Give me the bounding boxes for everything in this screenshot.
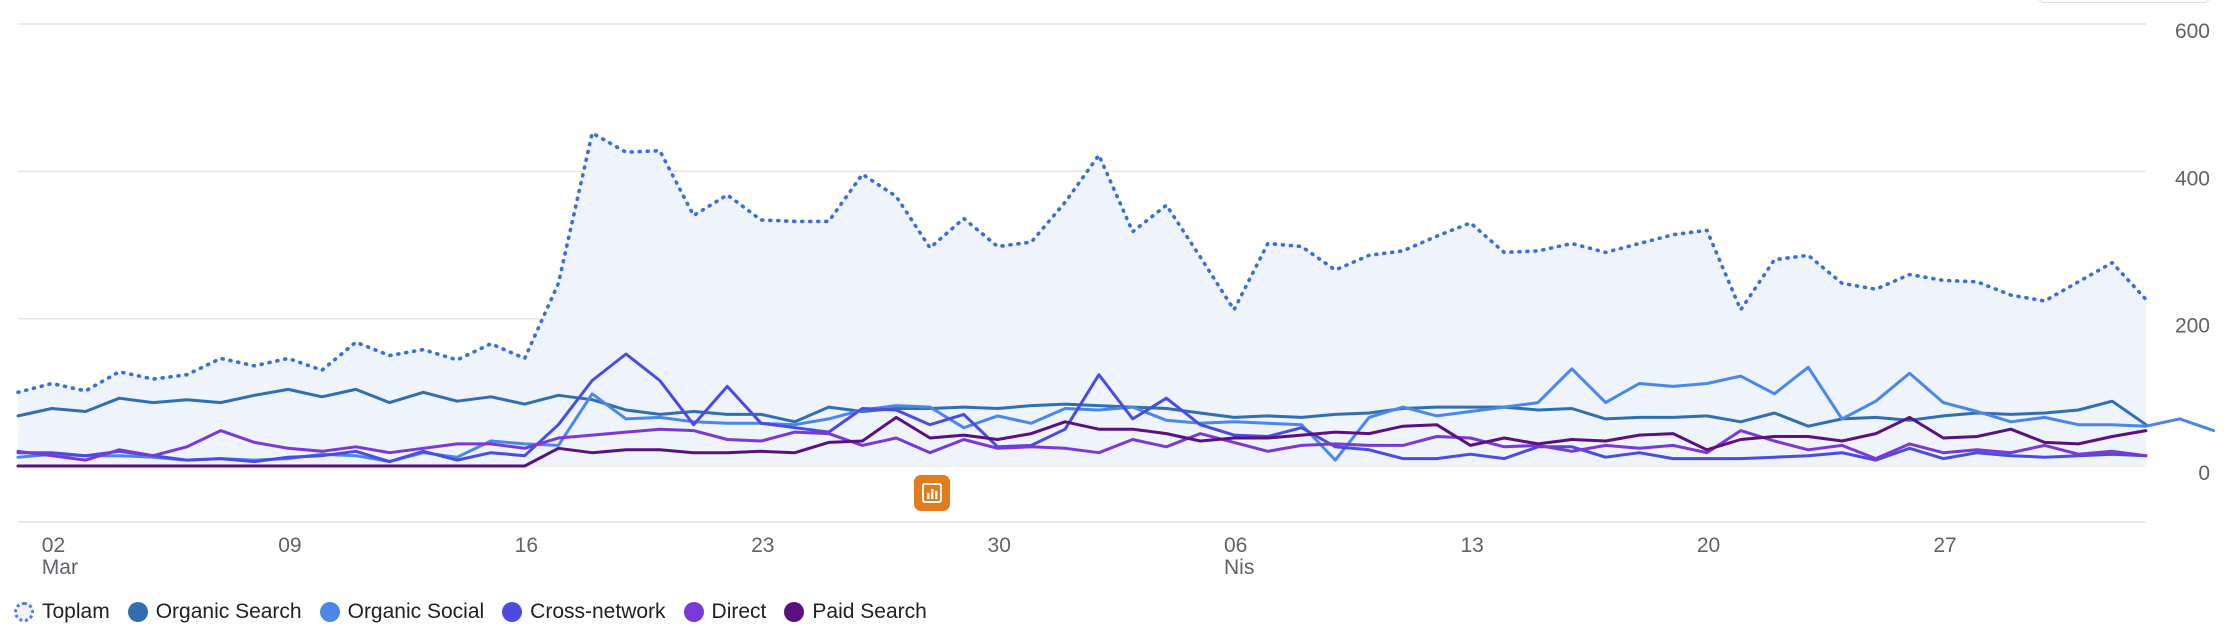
x-tick-label: 09 bbox=[278, 534, 301, 557]
series-line-cross-network bbox=[16, 352, 2148, 464]
legend-label: Toplam bbox=[42, 600, 110, 623]
x-tick-sublabel: Nis bbox=[1224, 556, 1254, 579]
series-line-direct bbox=[16, 427, 2148, 462]
y-tick-label: 400 bbox=[2175, 167, 2210, 190]
x-tick-label: 06 bbox=[1224, 534, 1247, 557]
series-line-toplam bbox=[16, 131, 2148, 395]
x-tick-label: 02 bbox=[42, 534, 65, 557]
x-tick-label: 30 bbox=[988, 534, 1011, 557]
legend-label: Organic Search bbox=[155, 600, 302, 623]
legend-swatch-icon bbox=[319, 602, 340, 622]
series-line-paid-search bbox=[16, 415, 2148, 468]
y-axis-ticks: 0 200 400 600 bbox=[2175, 20, 2210, 485]
y-tick-label: 600 bbox=[2175, 20, 2210, 43]
y-tick-label: 200 bbox=[2175, 315, 2210, 338]
total-area bbox=[18, 133, 2146, 466]
series-line-organic-search bbox=[16, 387, 2148, 428]
legend-label: Organic Social bbox=[347, 600, 485, 623]
legend-item-organic-social[interactable]: Organic Social bbox=[319, 600, 485, 624]
legend-label: Direct bbox=[711, 600, 767, 623]
legend-label: Paid Search bbox=[812, 600, 927, 623]
bar-chart-icon bbox=[922, 483, 942, 503]
legend-swatch-icon bbox=[127, 602, 148, 622]
legend-item-toplam[interactable]: Toplam bbox=[14, 600, 110, 624]
legend-item-paid-search[interactable]: Paid Search bbox=[784, 600, 927, 624]
x-tick-label: 16 bbox=[515, 534, 538, 557]
legend-swatch-icon bbox=[502, 602, 523, 622]
x-tick-label: 13 bbox=[1460, 534, 1483, 557]
legend-swatch-icon bbox=[784, 602, 805, 622]
x-tick-label: 23 bbox=[751, 534, 774, 557]
x-tick-label: 27 bbox=[1933, 534, 1956, 557]
y-tick-label: 0 bbox=[2198, 462, 2210, 485]
legend-swatch-icon bbox=[14, 602, 34, 622]
legend-item-cross-network[interactable]: Cross-network bbox=[502, 600, 666, 624]
annotation-marker[interactable] bbox=[914, 475, 950, 511]
x-tick-sublabel: Mar bbox=[42, 556, 78, 579]
total-area-fill bbox=[18, 133, 2146, 466]
legend-item-direct[interactable]: Direct bbox=[683, 600, 767, 624]
legend-swatch-icon bbox=[683, 602, 704, 622]
x-tick-label: 20 bbox=[1697, 534, 1720, 557]
series-lines bbox=[16, 131, 2216, 468]
legend-label: Cross-network bbox=[530, 600, 666, 623]
chart-legend: Toplam Organic Search Organic Social Cro… bbox=[14, 600, 945, 624]
legend-item-organic-search[interactable]: Organic Search bbox=[127, 600, 302, 624]
